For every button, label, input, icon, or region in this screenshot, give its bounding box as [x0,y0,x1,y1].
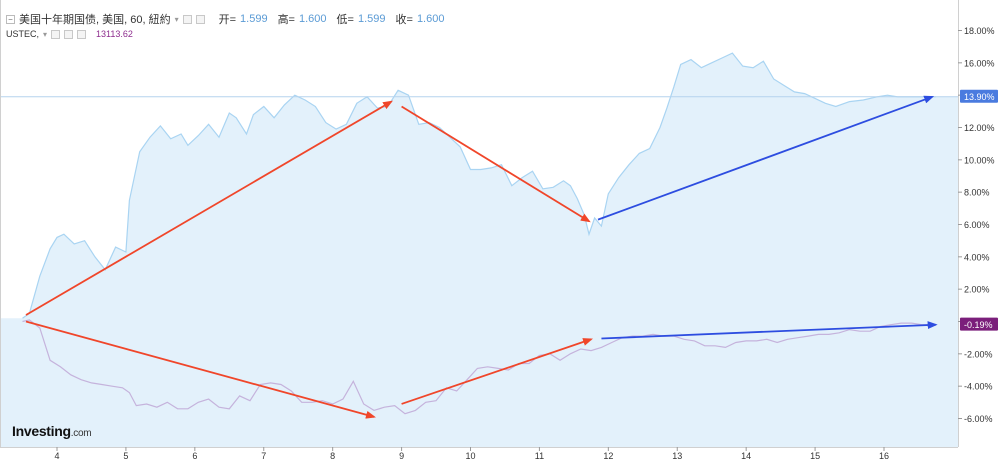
collapse-icon[interactable]: − [6,14,15,24]
y-tick-label: 4.00% [964,252,990,262]
low-value: 1.599 [357,13,386,25]
trend-arrow-6 [601,321,938,340]
series-ustec-line [22,319,933,415]
close-button[interactable] [77,29,87,39]
brand-logo: Investing.com [12,423,92,439]
open-label: 开= [218,14,237,26]
x-tick-label: 8 [330,451,335,461]
series-10y-line [22,52,936,319]
y-tick-label: -2.00% [964,349,993,359]
x-tick-label: 14 [741,451,751,461]
ustec-value: 13113.62 [96,29,133,39]
x-tick-label: 15 [810,451,820,461]
close-button[interactable] [195,14,205,24]
series-10y-area [22,53,958,447]
legend-row-primary: − 美国十年期国债, 美国, 60, 紐約 ▾ 开= 1.599 高= 1.600 … [6,11,450,27]
trend-arrow-5 [401,338,593,405]
y-tick-label: 16.00% [964,58,995,68]
x-tick-label: 7 [261,451,266,461]
low-label: 低= [336,14,354,26]
y-tick-label: 12.00% [964,123,995,133]
x-tick-label: 10 [465,451,475,461]
trend-arrow-1 [25,100,393,316]
value-badge-label: -0.19% [964,320,993,330]
trend-arrow-2 [401,105,591,223]
x-tick-label: 6 [192,451,197,461]
close-label: 收= [395,14,413,26]
close-value: 1.600 [416,13,445,25]
value-badge-ustec [960,317,998,331]
chevron-down-icon[interactable]: ▾ [43,29,48,39]
ustec-label: USTEC, [6,29,40,39]
trend-arrow-4 [25,320,376,419]
chevron-down-icon[interactable]: ▾ [174,14,179,24]
y-tick-label: -6.00% [964,414,993,424]
series-10y-area-lead [0,318,24,447]
x-tick-label: 13 [672,451,682,461]
trend-arrow-3 [597,95,935,221]
y-axis-panel [958,0,1000,462]
x-tick-label: 11 [535,451,544,461]
open-value: 1.599 [240,13,268,25]
settings-button[interactable] [182,14,192,24]
x-tick-label: 12 [603,451,613,461]
y-tick-label: -4.00% [964,382,993,392]
y-tick-label: 6.00% [964,220,990,230]
value-badge-10y [960,89,998,103]
y-tick-label: 10.00% [964,155,995,165]
x-tick-label: 9 [399,451,404,461]
x-tick-label: 5 [123,451,128,461]
x-tick-label: 16 [879,451,889,461]
high-value: 1.600 [299,13,327,25]
x-tick-label: 4 [54,451,59,461]
y-tick-label: 2.00% [964,285,990,295]
x-axis-panel [0,447,1000,462]
y-tick-label: 8.00% [964,188,990,198]
high-label: 高= [277,14,295,26]
brand-suffix: .com [70,428,92,439]
brand-name: Investing [12,423,71,439]
legend-title: 美国十年期国债, 美国, 60, 紐約 [19,14,171,26]
hide-button[interactable] [51,29,61,39]
value-badge-label: 13.90% [964,92,995,102]
settings-button[interactable] [64,29,74,39]
y-tick-label: 18.00% [964,26,995,36]
legend-row-ustec: USTEC, ▾ 13113.62 [6,29,133,39]
